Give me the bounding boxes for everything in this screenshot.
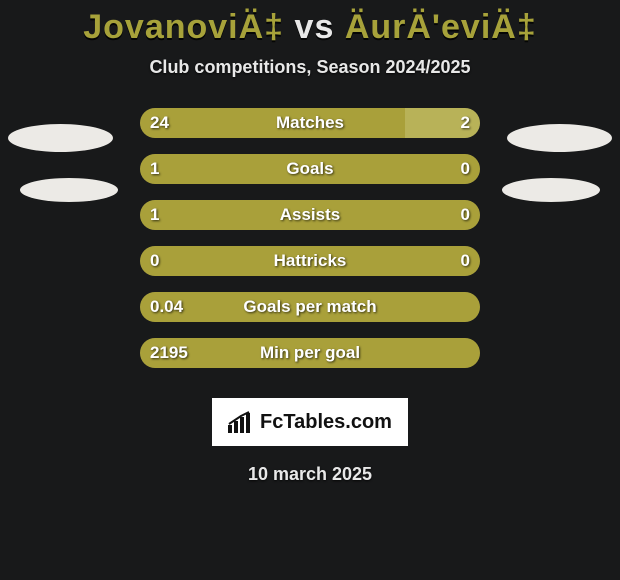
stat-row: 10Goals (0, 154, 620, 200)
stat-row: 0.04Goals per match (0, 292, 620, 338)
stat-label: Goals (140, 154, 480, 184)
date: 10 march 2025 (0, 464, 620, 485)
stat-label: Goals per match (140, 292, 480, 322)
logo-text: FcTables.com (260, 411, 392, 434)
stat-label: Min per goal (140, 338, 480, 368)
stat-label: Matches (140, 108, 480, 138)
fctables-logo[interactable]: FcTables.com (212, 398, 408, 446)
bar-chart-icon (228, 411, 254, 433)
subtitle: Club competitions, Season 2024/2025 (0, 57, 620, 78)
title-vs: vs (295, 8, 335, 46)
stat-row: 242Matches (0, 108, 620, 154)
page-title: JovanoviÄ‡ vs ÄurÄ'eviÄ‡ (0, 0, 620, 47)
comparison-card: JovanoviÄ‡ vs ÄurÄ'eviÄ‡ Club competitio… (0, 0, 620, 580)
stat-label: Assists (140, 200, 480, 230)
stats-list: 242Matches10Goals10Assists00Hattricks0.0… (0, 108, 620, 384)
stat-label: Hattricks (140, 246, 480, 276)
stat-row: 10Assists (0, 200, 620, 246)
stat-row: 2195Min per goal (0, 338, 620, 384)
player-b-name: ÄurÄ'eviÄ‡ (345, 8, 537, 46)
stat-row: 00Hattricks (0, 246, 620, 292)
player-a-name: JovanoviÄ‡ (83, 8, 284, 46)
